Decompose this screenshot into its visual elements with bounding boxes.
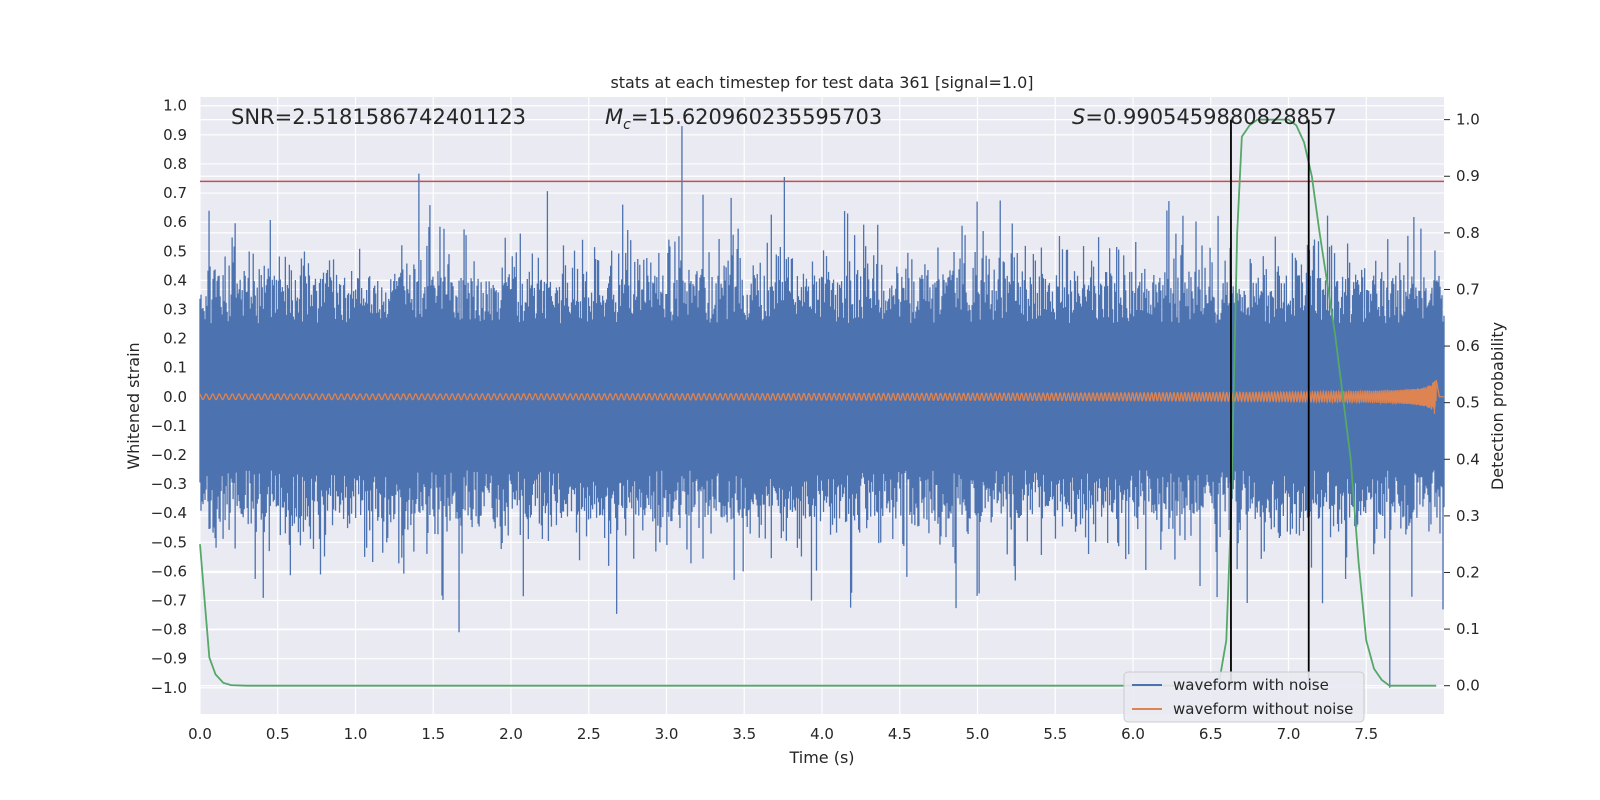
y-tick-label-left: 0.2 <box>163 330 187 348</box>
x-tick-label: 6.5 <box>1199 725 1223 743</box>
y-tick-label-left: −0.7 <box>151 591 187 609</box>
legend-label-noise: waveform with noise <box>1173 676 1329 694</box>
mc-annotation: Mc=15.620960235595703 <box>605 105 882 133</box>
y-tick-label-left: −0.4 <box>151 504 187 522</box>
y-tick-label-right: 0.3 <box>1456 507 1480 525</box>
x-tick-label: 3.0 <box>655 725 679 743</box>
x-tick-label: 7.5 <box>1354 725 1378 743</box>
x-tick-label: 1.0 <box>344 725 368 743</box>
y-tick-label-left: −0.5 <box>151 533 187 551</box>
mc-value: =15.620960235595703 <box>631 105 882 129</box>
y-tick-label-left: 0.3 <box>163 300 187 318</box>
y-tick-label-left: 0.8 <box>163 155 187 173</box>
x-tick-label: 1.5 <box>421 725 445 743</box>
x-tick-label: 5.0 <box>966 725 990 743</box>
x-tick-label: 4.5 <box>888 725 912 743</box>
y-tick-label-right: 0.4 <box>1456 450 1480 468</box>
y-axis-right-label: Detection probability <box>1488 322 1507 490</box>
x-tick-label: 5.5 <box>1043 725 1067 743</box>
y-tick-label-right: 0.5 <box>1456 394 1480 412</box>
y-tick-label-right: 0.2 <box>1456 563 1480 581</box>
x-axis: 0.0 0.5 1.0 1.5 2.0 2.5 3.0 3.5 4.0 4.5 5.0 5.5 6.0 6… <box>188 725 1378 743</box>
y-tick-label-right: 1.0 <box>1456 111 1480 129</box>
x-tick-label: 0.0 <box>188 725 212 743</box>
y-tick-label-left: −0.2 <box>151 446 187 464</box>
x-tick-label: 0.5 <box>266 725 290 743</box>
snr-annotation: SNR=2.5181586742401123 <box>231 105 526 129</box>
y-tick-label-right: 0.1 <box>1456 620 1480 638</box>
s-value: =0.9905459880828857 <box>1085 105 1336 129</box>
y-tick-label-left: 0.0 <box>163 388 187 406</box>
x-tick-label: 7.0 <box>1277 725 1301 743</box>
legend-label-clean: waveform without noise <box>1173 700 1353 718</box>
x-tick-label: 2.0 <box>499 725 523 743</box>
x-tick-label: 6.0 <box>1121 725 1145 743</box>
x-tick-label: 2.5 <box>577 725 601 743</box>
legend: waveform with noise waveform without noi… <box>1123 671 1365 723</box>
chart-title: stats at each timestep for test data 361… <box>610 73 1033 92</box>
x-axis-label: Time (s) <box>788 748 854 767</box>
y-tick-label-left: 0.1 <box>163 359 187 377</box>
y-tick-label-left: 0.9 <box>163 126 187 144</box>
y-axis-right: 1.0 0.9 0.8 0.7 0.6 0.5 0.4 0.3 0.2 0.1 0.0 <box>1444 111 1480 695</box>
s-annotation: S=0.9905459880828857 <box>1072 105 1337 129</box>
y-tick-label-right: 0.0 <box>1456 677 1480 695</box>
y-tick-label-right: 0.7 <box>1456 280 1480 298</box>
s-symbol: S <box>1072 105 1085 129</box>
y-tick-label-left: −0.9 <box>151 650 187 668</box>
y-tick-label-left: 0.7 <box>163 184 187 202</box>
mc-subscript: c <box>623 117 631 133</box>
y-tick-label-left: 0.5 <box>163 242 187 260</box>
series-lines <box>199 118 1444 687</box>
y-tick-label-left: −0.8 <box>151 621 187 639</box>
y-axis-left-label: Whitened strain <box>124 342 143 469</box>
legend-box <box>1123 671 1365 723</box>
x-tick-label: 4.0 <box>810 725 834 743</box>
y-axis-left: 1.0 0.9 0.8 0.7 0.6 0.5 0.4 0.3 0.2 0.1 0.0 −0.1 −0.… <box>151 97 187 697</box>
y-tick-label-left: 1.0 <box>163 97 187 115</box>
y-tick-label-left: −0.6 <box>151 562 187 580</box>
y-tick-label-left: −0.3 <box>151 475 187 493</box>
x-tick-label: 3.5 <box>732 725 756 743</box>
detection-probability-line <box>199 118 1437 687</box>
y-tick-label-right: 0.8 <box>1456 224 1480 242</box>
y-tick-label-left: 0.4 <box>163 271 187 289</box>
mc-symbol: M <box>605 105 623 129</box>
y-tick-label-right: 0.9 <box>1456 167 1480 185</box>
y-tick-label-left: −1.0 <box>151 679 187 697</box>
y-tick-label-left: 0.6 <box>163 213 187 231</box>
y-tick-label-left: −0.1 <box>151 417 187 435</box>
y-tick-label-right: 0.6 <box>1456 337 1480 355</box>
